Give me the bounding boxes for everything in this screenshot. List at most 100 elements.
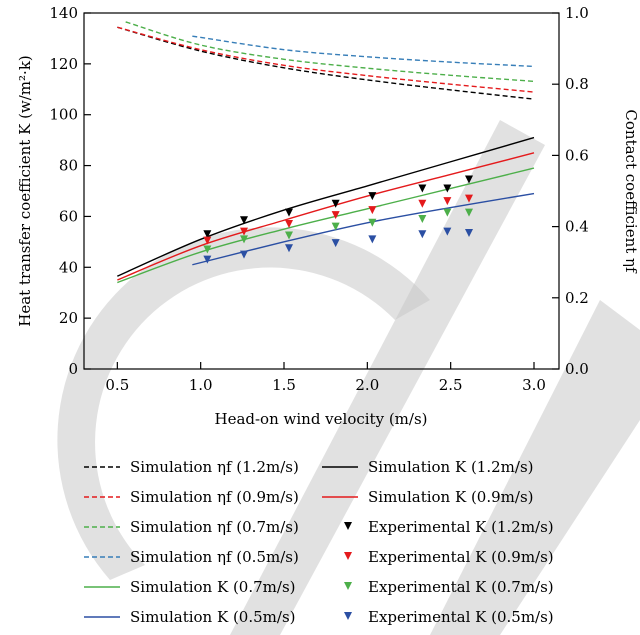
k-series-line xyxy=(117,167,535,284)
data-point-marker xyxy=(331,222,340,231)
legend-label: Simulation ηf (0.5m/s) xyxy=(130,548,299,566)
data-point-marker xyxy=(203,255,212,264)
series-9 xyxy=(203,194,473,245)
series-1 xyxy=(117,26,535,93)
data-point-marker xyxy=(240,216,248,225)
legend-label: Simulation K (0.7m/s) xyxy=(130,578,296,596)
data-point-marker xyxy=(368,206,377,215)
series-6 xyxy=(117,167,535,284)
x-tick-label: 1.0 xyxy=(189,376,213,394)
y-right-axis-ticks: 0.0 0.2 0.4 0.6 0.8 1.0 xyxy=(552,4,589,378)
data-point-marker xyxy=(443,184,452,193)
legend-label: Simulation ηf (1.2m/s) xyxy=(130,458,299,476)
k-series-line xyxy=(117,136,535,277)
k-series-line xyxy=(117,152,535,281)
data-point-marker xyxy=(240,227,248,236)
series-5 xyxy=(117,152,535,281)
data-point-marker xyxy=(418,230,427,239)
legend-label: Simulation ηf (0.7m/s) xyxy=(130,518,299,536)
y-left-axis-title: Heat transfer coefficient K (w/m²·k) xyxy=(16,55,34,327)
data-point-marker xyxy=(240,235,248,244)
data-point-marker xyxy=(240,250,248,259)
legend-item: Experimental K (0.5m/s) xyxy=(344,608,554,626)
y-left-tick-label: 40 xyxy=(59,258,78,276)
x-axis-ticks: 0.5 1.0 1.5 2.0 2.5 3.0 xyxy=(105,362,546,394)
k-series-line xyxy=(192,192,535,266)
data-point-marker xyxy=(285,208,293,217)
y-left-tick-label: 0 xyxy=(68,360,78,378)
legend-label: Experimental K (0.7m/s) xyxy=(368,578,554,596)
legend-item: Experimental K (1.2m/s) xyxy=(344,518,554,536)
y-right-tick-label: 0.0 xyxy=(565,360,589,378)
data-point-marker xyxy=(285,231,293,240)
y-left-tick-label: 20 xyxy=(59,309,78,327)
data-point-marker xyxy=(203,236,212,245)
y-right-tick-label: 0.2 xyxy=(565,289,589,307)
legend-label: Experimental K (1.2m/s) xyxy=(368,518,554,536)
legend-item: Simulation K (0.5m/s) xyxy=(84,608,296,626)
series-8 xyxy=(203,175,473,239)
data-point-marker xyxy=(465,228,473,237)
eta-series-line xyxy=(192,35,535,68)
series-0 xyxy=(117,26,535,100)
x-tick-label: 3.0 xyxy=(522,376,546,394)
y-left-tick-label: 140 xyxy=(49,4,78,22)
series-layer xyxy=(117,21,535,284)
data-point-marker xyxy=(465,175,473,184)
data-point-marker xyxy=(443,227,452,236)
legend-item: Simulation K (1.2m/s) xyxy=(322,458,534,476)
eta-series-line xyxy=(117,26,535,100)
legend-item: Experimental K (0.9m/s) xyxy=(344,548,554,566)
series-3 xyxy=(192,35,535,68)
y-right-tick-label: 0.4 xyxy=(565,218,589,236)
legend-marker xyxy=(344,612,352,620)
legend-marker xyxy=(344,582,352,590)
y-right-tick-label: 1.0 xyxy=(565,4,589,22)
x-tick-label: 0.5 xyxy=(105,376,129,394)
eta-series-line xyxy=(125,21,535,83)
data-point-marker xyxy=(331,199,340,208)
legend-marker xyxy=(344,552,352,560)
data-point-marker xyxy=(285,244,293,253)
legend-label: Simulation K (1.2m/s) xyxy=(368,458,534,476)
data-point-marker xyxy=(465,208,473,217)
series-11 xyxy=(203,227,473,264)
data-point-marker xyxy=(368,235,377,244)
data-point-marker xyxy=(465,194,473,203)
x-axis-title: Head-on wind velocity (m/s) xyxy=(214,410,427,428)
legend-label: Experimental K (0.9m/s) xyxy=(368,548,554,566)
data-point-marker xyxy=(203,230,212,239)
legend-item: Simulation ηf (0.5m/s) xyxy=(84,548,299,566)
legend-marker xyxy=(344,522,352,530)
data-point-marker xyxy=(203,245,212,254)
data-point-marker xyxy=(418,199,427,208)
legend-label: Simulation K (0.9m/s) xyxy=(368,488,534,506)
legend-item: Simulation ηf (0.7m/s) xyxy=(84,518,299,536)
data-point-marker xyxy=(368,192,377,201)
y-left-axis-ticks: 0 20 40 60 80 100 120 140 xyxy=(49,4,91,378)
plot-frame xyxy=(83,12,560,370)
data-point-marker xyxy=(331,239,340,248)
data-point-marker xyxy=(443,197,452,206)
y-left-tick-label: 80 xyxy=(59,157,78,175)
legend-item: Experimental K (0.7m/s) xyxy=(344,578,554,596)
legend-label: Experimental K (0.5m/s) xyxy=(368,608,554,626)
y-left-tick-label: 60 xyxy=(59,207,78,225)
series-2 xyxy=(125,21,535,83)
watermark-graphic xyxy=(57,120,640,635)
data-point-marker xyxy=(368,218,377,227)
y-right-tick-label: 0.6 xyxy=(565,146,589,164)
data-point-marker xyxy=(418,184,427,193)
series-4 xyxy=(117,136,535,277)
data-point-marker xyxy=(331,211,340,220)
legend-item: Simulation K (0.7m/s) xyxy=(84,578,296,596)
legend: Simulation ηf (1.2m/s) Simulation ηf (0.9… xyxy=(84,458,554,626)
y-right-tick-label: 0.8 xyxy=(565,75,589,93)
data-point-marker xyxy=(418,214,427,223)
series-10 xyxy=(203,208,473,254)
x-tick-label: 2.5 xyxy=(439,376,463,394)
legend-item: Simulation ηf (1.2m/s) xyxy=(84,458,299,476)
y-left-tick-label: 100 xyxy=(49,106,78,124)
legend-label: Simulation K (0.5m/s) xyxy=(130,608,296,626)
